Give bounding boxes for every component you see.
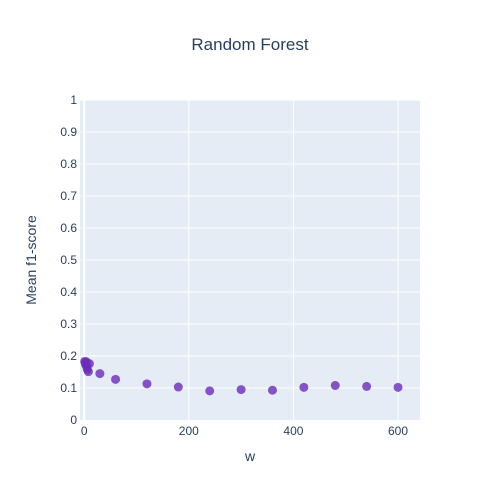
x-tick-label: 0 [81, 424, 88, 438]
y-tick-label: 0 [70, 413, 77, 427]
data-point[interactable] [236, 385, 246, 395]
data-point[interactable] [299, 382, 309, 392]
x-tick-label: 200 [179, 424, 199, 438]
data-point[interactable] [173, 382, 183, 392]
data-point[interactable] [83, 367, 93, 377]
data-point[interactable] [205, 386, 215, 396]
y-tick-label: 0.2 [60, 349, 77, 363]
y-axis-title: Mean f1-score [23, 215, 39, 305]
y-tick-label: 0.1 [60, 381, 77, 395]
y-tick-label: 0.7 [60, 189, 77, 203]
x-tick-label: 600 [388, 424, 408, 438]
data-point[interactable] [330, 380, 340, 390]
data-points [80, 356, 403, 396]
data-point[interactable] [111, 374, 121, 384]
data-point[interactable] [362, 381, 372, 391]
y-tick-label: 0.3 [60, 317, 77, 331]
y-tick-label: 0.6 [60, 221, 77, 235]
x-axis-ticks: 0 200 400 600 [81, 424, 409, 438]
chart-title: Random Forest [191, 35, 308, 54]
data-point[interactable] [267, 385, 277, 395]
y-tick-label: 0.9 [60, 125, 77, 139]
data-point[interactable] [393, 382, 403, 392]
data-point[interactable] [95, 369, 105, 379]
y-tick-label: 0.8 [60, 157, 77, 171]
data-point[interactable] [84, 359, 94, 369]
data-point[interactable] [142, 379, 152, 389]
x-tick-label: 400 [283, 424, 303, 438]
y-axis-ticks: 0 0.1 0.2 0.3 0.4 0.5 0.6 0.7 0.8 0.9 1 [60, 93, 77, 427]
y-tick-label: 0.5 [60, 253, 77, 267]
y-tick-label: 1 [70, 93, 77, 107]
x-axis-title: w [244, 448, 256, 464]
y-tick-label: 0.4 [60, 285, 77, 299]
